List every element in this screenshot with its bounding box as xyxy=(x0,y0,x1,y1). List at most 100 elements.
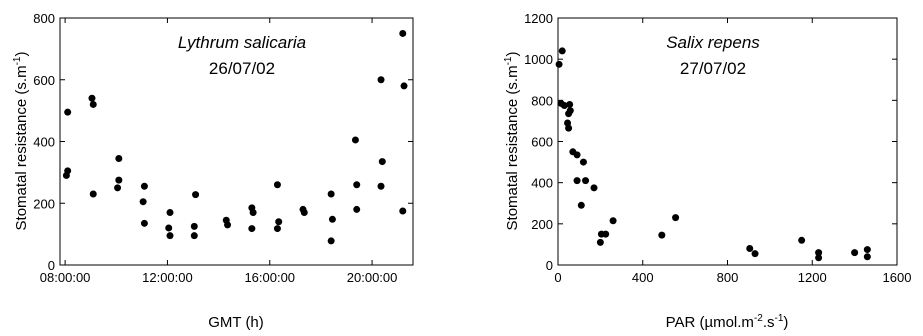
left-data-point xyxy=(140,219,148,227)
right-y-tick-label: 600 xyxy=(531,135,553,150)
left-data-point xyxy=(399,207,407,215)
right-data-point xyxy=(565,110,573,118)
right-data-point xyxy=(851,249,859,257)
right-data-points xyxy=(555,47,871,262)
left-data-point xyxy=(273,225,281,233)
left-data-point xyxy=(89,190,97,198)
right-data-point xyxy=(579,158,587,166)
left-data-point xyxy=(115,154,123,162)
left-y-axis-title: Stomatal resistance (s.m-1) xyxy=(12,52,30,231)
left-data-point xyxy=(88,94,96,102)
left-data-point xyxy=(377,182,385,190)
right-species-annotation: Salix repens xyxy=(666,33,760,52)
right-x-tick-label: 1200 xyxy=(798,270,827,285)
left-y-tick-label: 600 xyxy=(33,73,55,88)
right-data-point xyxy=(863,246,871,254)
right-scatter-panel: 0 400 800 1200 1600 0 200 400 600 800 1000 1200 Sal… xyxy=(503,11,911,331)
left-data-point xyxy=(114,184,122,192)
left-y-title-main: Stomatal resistance (s.m xyxy=(13,65,30,230)
right-y-title-superscript: -1 xyxy=(503,56,514,65)
left-x-tick-label: 20:00:00 xyxy=(347,270,398,285)
right-data-point xyxy=(573,177,581,185)
left-x-tick-label: 08:00:00 xyxy=(40,270,91,285)
left-data-point xyxy=(328,215,336,223)
left-data-point xyxy=(300,209,308,217)
right-y-tick-label: 800 xyxy=(531,93,553,108)
right-x-title-main: PAR (µmol.m xyxy=(666,314,754,331)
right-data-point xyxy=(558,47,566,55)
right-axis-ticks: 0 400 800 1200 1600 0 200 400 600 800 1000 1200 xyxy=(524,11,911,285)
right-data-point xyxy=(555,60,563,68)
left-data-point xyxy=(327,237,335,245)
left-data-point xyxy=(139,198,147,206)
right-data-point xyxy=(560,101,568,109)
right-data-point xyxy=(590,184,598,192)
right-data-point xyxy=(863,253,871,261)
right-data-point xyxy=(596,238,604,246)
right-y-tick-label: 1000 xyxy=(524,52,553,67)
right-y-tick-label: 400 xyxy=(531,176,553,191)
right-y-axis-title: Stomatal resistance (s.m-1) xyxy=(503,52,521,231)
right-x-axis-title: PAR (µmol.m-2.s-1) xyxy=(666,313,789,331)
left-data-point xyxy=(275,218,283,226)
left-data-point xyxy=(190,222,198,230)
left-data-point xyxy=(248,225,256,233)
left-scatter-panel: 08:00:00 12:00:00 16:00:00 20:00:00 0 200 400 6… xyxy=(12,11,414,331)
right-x-title-superscript-1: -2 xyxy=(754,313,763,324)
left-x-tick-label: 16:00:00 xyxy=(244,270,295,285)
left-data-point xyxy=(166,232,174,240)
left-data-point xyxy=(399,29,407,37)
right-data-point xyxy=(658,231,666,239)
left-data-point xyxy=(190,232,198,240)
right-data-point xyxy=(609,217,617,225)
right-data-point xyxy=(602,230,610,238)
left-data-point xyxy=(165,224,173,232)
left-data-point xyxy=(273,181,281,189)
left-species-annotation: Lythrum salicaria xyxy=(178,33,306,52)
left-data-point xyxy=(327,190,335,198)
right-x-tick-label: 0 xyxy=(554,270,561,285)
left-y-tick-label: 400 xyxy=(33,135,55,150)
left-plot-frame xyxy=(59,17,414,266)
right-x-title-mid: .s xyxy=(763,314,775,331)
left-data-point xyxy=(140,182,148,190)
right-data-point xyxy=(565,124,573,132)
left-date-annotation: 26/07/02 xyxy=(209,59,275,78)
right-x-tick-label: 1600 xyxy=(883,270,912,285)
left-data-points xyxy=(62,29,408,245)
left-data-point xyxy=(378,158,386,166)
left-y-tick-label: 800 xyxy=(33,11,55,26)
left-data-point xyxy=(166,209,174,217)
right-x-title-close: ) xyxy=(783,314,788,331)
right-y-tick-label: 200 xyxy=(531,217,553,232)
right-data-point xyxy=(798,236,806,244)
left-x-axis-title: GMT (h) xyxy=(208,314,264,331)
right-data-point xyxy=(582,177,590,185)
right-data-point xyxy=(566,100,574,108)
right-x-title-superscript-2: -1 xyxy=(775,313,784,324)
left-data-point xyxy=(64,108,72,116)
right-data-point xyxy=(815,254,823,262)
right-y-tick-label: 1200 xyxy=(524,11,553,26)
right-plot-frame xyxy=(557,17,898,266)
right-x-tick-label: 400 xyxy=(632,270,654,285)
left-data-point xyxy=(400,82,408,90)
right-data-point xyxy=(751,250,759,258)
right-y-tick-label: 0 xyxy=(546,258,553,273)
left-x-tick-label: 12:00:00 xyxy=(142,270,193,285)
right-y-title-close: ) xyxy=(504,52,521,57)
left-y-title-close: ) xyxy=(13,52,30,57)
left-data-point xyxy=(224,221,232,229)
left-data-point xyxy=(377,76,385,84)
left-data-point xyxy=(62,171,70,179)
left-data-point xyxy=(249,209,257,217)
right-y-title-main: Stomatal resistance (s.m xyxy=(504,65,521,230)
right-data-point xyxy=(746,245,754,253)
left-data-point xyxy=(351,136,359,144)
right-date-annotation: 27/07/02 xyxy=(680,59,746,78)
left-data-point xyxy=(192,191,200,199)
left-y-tick-label: 200 xyxy=(33,196,55,211)
right-data-point xyxy=(815,249,823,257)
left-data-point xyxy=(89,100,97,108)
left-data-point xyxy=(353,205,361,213)
